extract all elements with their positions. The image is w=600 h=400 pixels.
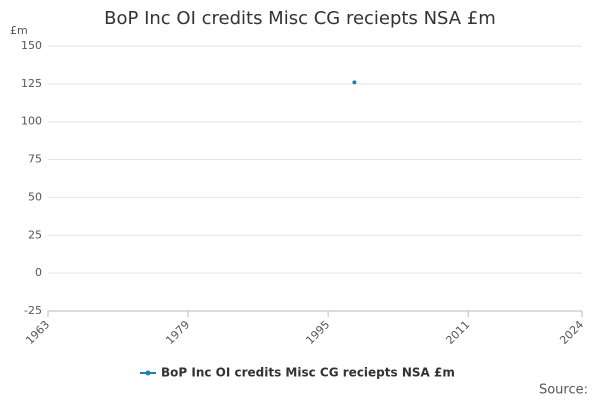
y-tick-label: -25 [24, 304, 42, 317]
y-tick-label: 25 [28, 228, 42, 241]
y-tick-label: 100 [21, 115, 42, 128]
point [352, 80, 357, 85]
legend-label: BoP Inc OI credits Misc CG reciepts NSA … [161, 366, 455, 380]
y-tick-label: 125 [21, 77, 42, 90]
x-tick-label: 2024 [557, 318, 586, 347]
x-tick-label: 1995 [303, 318, 332, 347]
legend-marker [145, 370, 151, 376]
y-tick-label: 0 [35, 266, 42, 279]
y-axis-label: £m [10, 24, 28, 37]
y-tick-label: 75 [28, 153, 42, 166]
x-tick-label: 2011 [443, 318, 472, 347]
x-tick-label: 1963 [23, 318, 52, 347]
chart-title: BoP Inc OI credits Misc CG reciepts NSA … [104, 8, 496, 29]
source: Source: [539, 383, 588, 398]
y-tick-label: 50 [28, 190, 42, 203]
x-tick-label: 1979 [163, 318, 192, 347]
y-tick-label: 150 [21, 39, 42, 52]
